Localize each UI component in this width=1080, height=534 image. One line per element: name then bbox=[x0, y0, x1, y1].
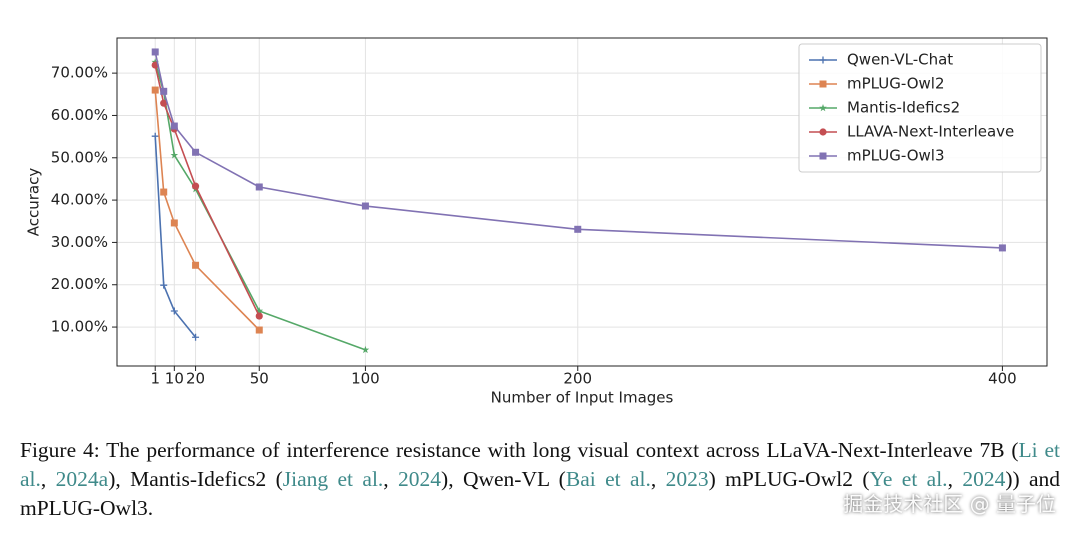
point bbox=[192, 148, 200, 156]
caption-text: ), Mantis-Idefics2 ( bbox=[108, 467, 283, 491]
legend-marker bbox=[819, 152, 827, 160]
point bbox=[255, 306, 264, 315]
legend-label: mPLUG-Owl3 bbox=[847, 147, 945, 165]
caption-text: , bbox=[947, 467, 963, 491]
citation[interactable]: 2024a bbox=[55, 467, 109, 491]
x-tick-label: 20 bbox=[186, 370, 205, 388]
y-axis-label: Accuracy bbox=[25, 168, 43, 237]
y-tick-label: 60.00% bbox=[51, 106, 108, 124]
legend-marker bbox=[819, 104, 827, 112]
citation[interactable]: 2024 bbox=[398, 467, 442, 491]
x-tick-label: 100 bbox=[351, 370, 380, 388]
point bbox=[361, 345, 370, 354]
legend-marker bbox=[819, 56, 827, 64]
citation[interactable]: Ye et al. bbox=[869, 467, 948, 491]
caption-text: , bbox=[650, 467, 666, 491]
caption-text: , bbox=[383, 467, 399, 491]
y-tick-label: 40.00% bbox=[51, 191, 108, 209]
legend-label: Mantis-Idefics2 bbox=[847, 99, 960, 117]
x-tick-label: 10 bbox=[165, 370, 184, 388]
series-line bbox=[154, 64, 260, 317]
series-line bbox=[154, 136, 197, 338]
citation[interactable]: 2024 bbox=[962, 467, 1006, 491]
citation[interactable]: Jiang et al. bbox=[282, 467, 384, 491]
caption: Figure 4: The performance of interferenc… bbox=[20, 436, 1060, 523]
point bbox=[192, 261, 200, 269]
legend-marker bbox=[819, 80, 827, 88]
point bbox=[160, 99, 168, 107]
series-line bbox=[154, 51, 1003, 249]
x-tick-label: 400 bbox=[988, 370, 1017, 388]
caption-text: , bbox=[40, 467, 56, 491]
x-tick-label: 1 bbox=[150, 370, 160, 388]
point bbox=[160, 87, 168, 95]
citation[interactable]: Li et al. bbox=[20, 438, 1060, 491]
y-tick-label: 50.00% bbox=[51, 148, 108, 166]
point bbox=[361, 202, 369, 210]
caption-text: ), Qwen-VL ( bbox=[441, 467, 566, 491]
point bbox=[170, 307, 178, 315]
legend-label: mPLUG-Owl2 bbox=[847, 75, 945, 93]
point bbox=[255, 326, 263, 334]
x-tick-label: 50 bbox=[250, 370, 269, 388]
legend-box bbox=[798, 43, 1042, 173]
y-tick-label: 70.00% bbox=[51, 64, 108, 82]
y-tick-label: 30.00% bbox=[51, 233, 108, 251]
chart: Accuracy Number of Input Images 1 10 20 50 1… bbox=[25, 37, 1048, 407]
point bbox=[170, 219, 178, 227]
citation[interactable]: Bai et al. bbox=[565, 467, 651, 491]
legend-label: Qwen-VL-Chat bbox=[847, 51, 953, 69]
point bbox=[151, 132, 159, 140]
caption-text: ) mPLUG-Owl2 ( bbox=[708, 467, 870, 491]
point bbox=[151, 86, 159, 94]
citation[interactable]: 2023 bbox=[665, 467, 709, 491]
point bbox=[151, 48, 159, 56]
point bbox=[255, 312, 263, 320]
y-tick-label: 10.00% bbox=[51, 318, 108, 336]
legend-marker bbox=[819, 128, 827, 136]
caption-text: Figure 4: The performance of interferenc… bbox=[20, 438, 1019, 462]
point bbox=[160, 281, 168, 289]
point bbox=[191, 182, 200, 190]
point bbox=[255, 183, 263, 191]
watermark: 掘金技术社区 @ 量子位 bbox=[843, 492, 1056, 516]
point bbox=[192, 333, 200, 341]
point bbox=[170, 151, 179, 159]
x-axis-label: Number of Input Images bbox=[491, 389, 674, 407]
y-tick-label: 20.00% bbox=[51, 275, 108, 293]
legend-label: LLAVA-Next-Interleave bbox=[847, 123, 1014, 141]
point bbox=[170, 122, 178, 130]
point bbox=[998, 244, 1006, 252]
caption-text: )) and mPLUG-Owl3. bbox=[20, 467, 1061, 520]
series-line bbox=[154, 61, 366, 351]
point bbox=[574, 225, 582, 233]
point bbox=[160, 188, 168, 196]
x-tick-label: 200 bbox=[563, 370, 592, 388]
plot-frame bbox=[116, 37, 1048, 367]
